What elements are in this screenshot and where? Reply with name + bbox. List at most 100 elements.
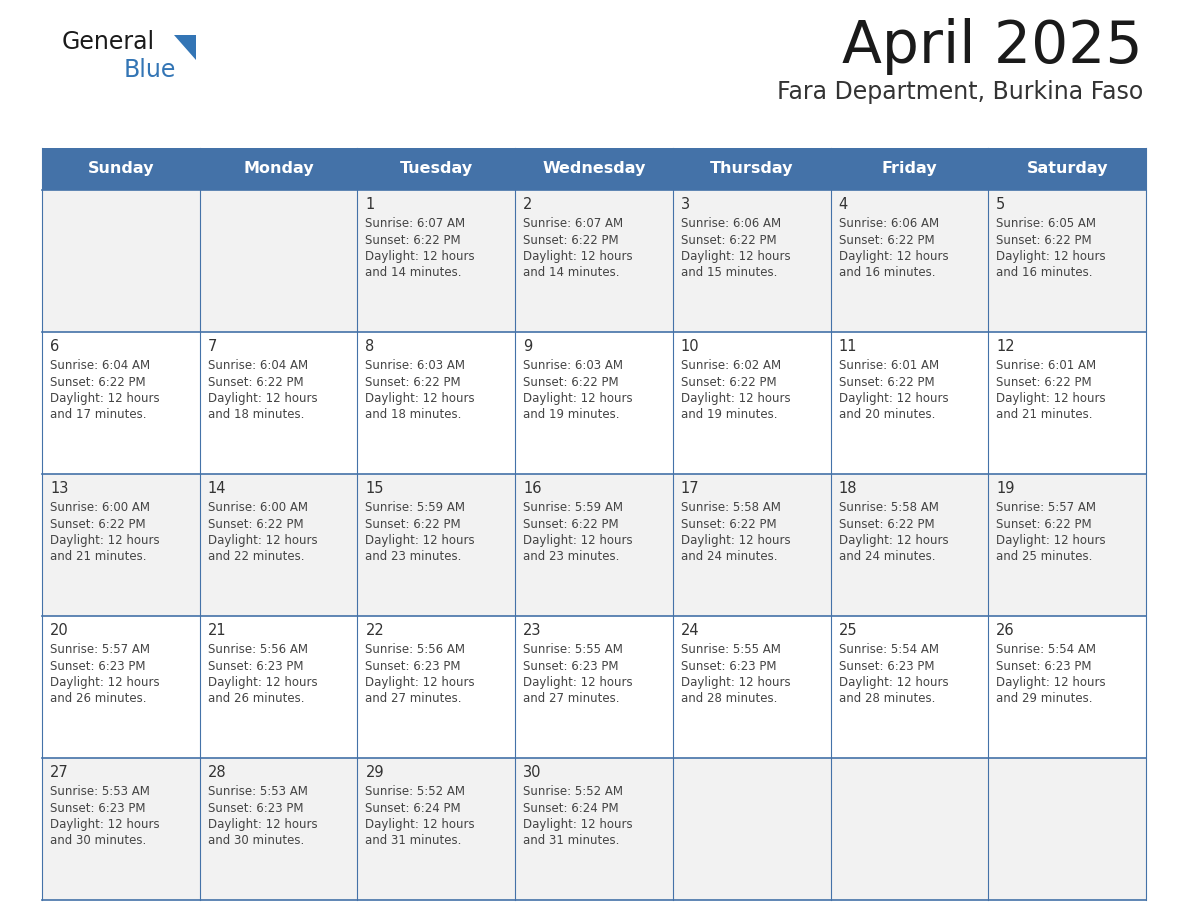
Text: Daylight: 12 hours: Daylight: 12 hours bbox=[681, 250, 790, 263]
Text: and 28 minutes.: and 28 minutes. bbox=[681, 692, 777, 706]
Bar bbox=[830, 148, 988, 190]
Text: 5: 5 bbox=[997, 197, 1005, 212]
Text: Daylight: 12 hours: Daylight: 12 hours bbox=[366, 818, 475, 831]
Text: Sunset: 6:23 PM: Sunset: 6:23 PM bbox=[681, 659, 776, 673]
Text: 4: 4 bbox=[839, 197, 848, 212]
Text: 2: 2 bbox=[523, 197, 532, 212]
Text: Daylight: 12 hours: Daylight: 12 hours bbox=[50, 534, 159, 547]
Text: Daylight: 12 hours: Daylight: 12 hours bbox=[523, 250, 633, 263]
Text: 7: 7 bbox=[208, 339, 217, 354]
Bar bbox=[42, 616, 1146, 758]
Text: Sunset: 6:22 PM: Sunset: 6:22 PM bbox=[366, 518, 461, 531]
Text: Sunrise: 6:04 AM: Sunrise: 6:04 AM bbox=[208, 359, 308, 372]
Text: Sunset: 6:23 PM: Sunset: 6:23 PM bbox=[208, 659, 303, 673]
Text: and 22 minutes.: and 22 minutes. bbox=[208, 551, 304, 564]
Text: and 17 minutes.: and 17 minutes. bbox=[50, 409, 146, 421]
Bar bbox=[42, 474, 1146, 616]
Text: Daylight: 12 hours: Daylight: 12 hours bbox=[997, 250, 1106, 263]
Text: and 19 minutes.: and 19 minutes. bbox=[523, 409, 620, 421]
Text: Sunrise: 5:53 AM: Sunrise: 5:53 AM bbox=[50, 785, 150, 798]
Text: Sunset: 6:23 PM: Sunset: 6:23 PM bbox=[208, 801, 303, 814]
Text: 9: 9 bbox=[523, 339, 532, 354]
Text: Sunset: 6:22 PM: Sunset: 6:22 PM bbox=[208, 518, 303, 531]
Text: Sunset: 6:22 PM: Sunset: 6:22 PM bbox=[681, 233, 777, 247]
Text: Sunset: 6:23 PM: Sunset: 6:23 PM bbox=[523, 659, 619, 673]
Text: and 26 minutes.: and 26 minutes. bbox=[208, 692, 304, 706]
Text: Sunrise: 6:05 AM: Sunrise: 6:05 AM bbox=[997, 217, 1097, 230]
Text: Blue: Blue bbox=[124, 58, 176, 82]
Text: Sunset: 6:24 PM: Sunset: 6:24 PM bbox=[366, 801, 461, 814]
Bar bbox=[988, 148, 1146, 190]
Text: Sunrise: 5:57 AM: Sunrise: 5:57 AM bbox=[50, 643, 150, 656]
Text: Daylight: 12 hours: Daylight: 12 hours bbox=[839, 250, 948, 263]
Text: 10: 10 bbox=[681, 339, 700, 354]
Text: Wednesday: Wednesday bbox=[542, 162, 646, 176]
Text: Sunset: 6:22 PM: Sunset: 6:22 PM bbox=[839, 233, 934, 247]
Text: Daylight: 12 hours: Daylight: 12 hours bbox=[208, 534, 317, 547]
Text: and 21 minutes.: and 21 minutes. bbox=[997, 409, 1093, 421]
Text: Sunrise: 6:06 AM: Sunrise: 6:06 AM bbox=[681, 217, 781, 230]
Text: and 24 minutes.: and 24 minutes. bbox=[839, 551, 935, 564]
Text: and 24 minutes.: and 24 minutes. bbox=[681, 551, 777, 564]
Text: and 29 minutes.: and 29 minutes. bbox=[997, 692, 1093, 706]
Text: Sunrise: 5:52 AM: Sunrise: 5:52 AM bbox=[366, 785, 466, 798]
Text: Daylight: 12 hours: Daylight: 12 hours bbox=[208, 676, 317, 689]
Text: and 25 minutes.: and 25 minutes. bbox=[997, 551, 1093, 564]
Text: Sunrise: 5:58 AM: Sunrise: 5:58 AM bbox=[839, 501, 939, 514]
Text: April 2025: April 2025 bbox=[842, 18, 1143, 75]
Text: and 18 minutes.: and 18 minutes. bbox=[366, 409, 462, 421]
Text: Sunset: 6:22 PM: Sunset: 6:22 PM bbox=[997, 375, 1092, 388]
Text: Sunrise: 6:00 AM: Sunrise: 6:00 AM bbox=[50, 501, 150, 514]
Text: and 28 minutes.: and 28 minutes. bbox=[839, 692, 935, 706]
Text: 19: 19 bbox=[997, 481, 1015, 496]
Text: Fara Department, Burkina Faso: Fara Department, Burkina Faso bbox=[777, 80, 1143, 104]
Text: Saturday: Saturday bbox=[1026, 162, 1108, 176]
Text: and 14 minutes.: and 14 minutes. bbox=[366, 266, 462, 279]
Text: 21: 21 bbox=[208, 623, 227, 638]
Text: Sunday: Sunday bbox=[88, 162, 154, 176]
Text: 14: 14 bbox=[208, 481, 226, 496]
Bar bbox=[42, 190, 1146, 332]
Bar bbox=[516, 148, 672, 190]
Bar bbox=[358, 148, 516, 190]
Text: Sunset: 6:22 PM: Sunset: 6:22 PM bbox=[997, 518, 1092, 531]
Text: Sunrise: 5:55 AM: Sunrise: 5:55 AM bbox=[523, 643, 623, 656]
Text: Sunrise: 5:52 AM: Sunrise: 5:52 AM bbox=[523, 785, 624, 798]
Bar bbox=[42, 148, 200, 190]
Text: Daylight: 12 hours: Daylight: 12 hours bbox=[366, 534, 475, 547]
Text: and 26 minutes.: and 26 minutes. bbox=[50, 692, 146, 706]
Text: 13: 13 bbox=[50, 481, 69, 496]
Text: Daylight: 12 hours: Daylight: 12 hours bbox=[523, 676, 633, 689]
Text: Daylight: 12 hours: Daylight: 12 hours bbox=[208, 818, 317, 831]
Text: 8: 8 bbox=[366, 339, 374, 354]
Text: Sunrise: 5:59 AM: Sunrise: 5:59 AM bbox=[523, 501, 624, 514]
Polygon shape bbox=[173, 35, 196, 60]
Text: Sunset: 6:22 PM: Sunset: 6:22 PM bbox=[523, 233, 619, 247]
Text: Sunset: 6:22 PM: Sunset: 6:22 PM bbox=[523, 375, 619, 388]
Text: Daylight: 12 hours: Daylight: 12 hours bbox=[523, 818, 633, 831]
Text: Sunrise: 6:01 AM: Sunrise: 6:01 AM bbox=[839, 359, 939, 372]
Text: Daylight: 12 hours: Daylight: 12 hours bbox=[366, 250, 475, 263]
Text: and 23 minutes.: and 23 minutes. bbox=[523, 551, 619, 564]
Text: 16: 16 bbox=[523, 481, 542, 496]
Text: 20: 20 bbox=[50, 623, 69, 638]
Text: 27: 27 bbox=[50, 765, 69, 780]
Text: 30: 30 bbox=[523, 765, 542, 780]
Text: 18: 18 bbox=[839, 481, 857, 496]
Text: Sunrise: 6:07 AM: Sunrise: 6:07 AM bbox=[523, 217, 624, 230]
Text: Daylight: 12 hours: Daylight: 12 hours bbox=[839, 534, 948, 547]
Text: and 30 minutes.: and 30 minutes. bbox=[208, 834, 304, 847]
Text: Sunrise: 6:03 AM: Sunrise: 6:03 AM bbox=[366, 359, 466, 372]
Text: and 18 minutes.: and 18 minutes. bbox=[208, 409, 304, 421]
Text: Daylight: 12 hours: Daylight: 12 hours bbox=[523, 534, 633, 547]
Text: Daylight: 12 hours: Daylight: 12 hours bbox=[523, 392, 633, 405]
Text: Daylight: 12 hours: Daylight: 12 hours bbox=[208, 392, 317, 405]
Text: Sunrise: 6:06 AM: Sunrise: 6:06 AM bbox=[839, 217, 939, 230]
Text: Sunrise: 5:56 AM: Sunrise: 5:56 AM bbox=[208, 643, 308, 656]
Text: Sunset: 6:22 PM: Sunset: 6:22 PM bbox=[523, 518, 619, 531]
Text: Daylight: 12 hours: Daylight: 12 hours bbox=[997, 676, 1106, 689]
Text: 23: 23 bbox=[523, 623, 542, 638]
Text: Sunset: 6:22 PM: Sunset: 6:22 PM bbox=[366, 375, 461, 388]
Text: Sunset: 6:22 PM: Sunset: 6:22 PM bbox=[681, 375, 777, 388]
Text: Sunrise: 5:58 AM: Sunrise: 5:58 AM bbox=[681, 501, 781, 514]
